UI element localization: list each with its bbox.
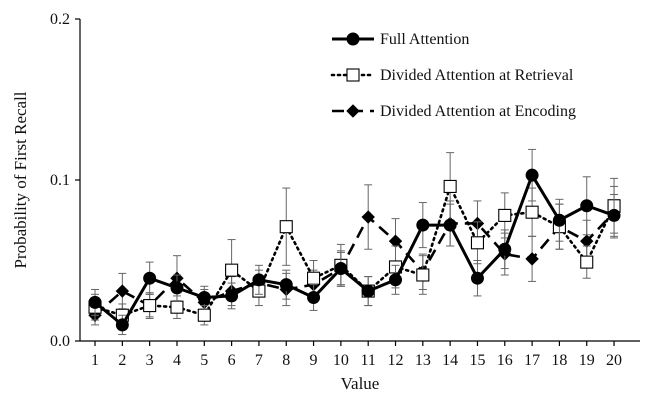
x-tick-label: 10 — [333, 352, 349, 369]
series-2 — [88, 184, 621, 326]
x-tick-label: 18 — [551, 352, 567, 369]
x-tick-label: 3 — [146, 352, 154, 369]
data-point — [580, 255, 594, 269]
x-tick-label: 1 — [91, 352, 99, 369]
legend-marker — [346, 32, 360, 46]
x-axis-title: Value — [341, 374, 380, 393]
data-point — [307, 271, 321, 285]
legend-marker — [346, 68, 360, 82]
legend-label: Full Attention — [380, 31, 469, 48]
x-tick-label: 9 — [310, 352, 318, 369]
data-point — [416, 268, 430, 282]
x-tick-label: 11 — [360, 352, 375, 369]
data-point — [170, 281, 184, 295]
series-layer — [88, 148, 621, 336]
data-point — [580, 199, 594, 213]
data-point — [88, 295, 102, 309]
data-point — [279, 220, 293, 234]
data-point — [279, 278, 293, 292]
legend-entry: Full Attention — [332, 31, 469, 48]
x-tick-label: 15 — [469, 352, 485, 369]
x-ticks: 1 2 3 4 5 6 7 8 9 10 11 12 13 14 15 16 17 18 19 20 — [91, 341, 622, 369]
data-point — [361, 210, 375, 224]
x-tick-label: 17 — [524, 352, 540, 369]
legend: Full Attention Divided Attention at Retri… — [330, 31, 576, 120]
data-point — [115, 284, 130, 298]
data-point — [552, 213, 566, 227]
data-point — [525, 205, 539, 219]
y-axis-title: Probability of First Recall — [11, 91, 30, 268]
x-tick-label: 12 — [388, 352, 404, 369]
legend-label: Divided Attention at Encoding — [380, 103, 576, 120]
data-point — [443, 179, 457, 193]
data-point — [361, 284, 375, 298]
x-tick-label: 19 — [579, 352, 595, 369]
data-point — [470, 236, 485, 250]
data-point — [307, 291, 321, 305]
data-point — [225, 289, 239, 303]
x-tick-label: 7 — [255, 352, 263, 369]
y-tick-label: 0.1 — [50, 172, 70, 189]
legend-entry: Divided Attention at Encoding — [332, 103, 576, 120]
data-point — [498, 242, 512, 256]
data-point — [416, 218, 430, 232]
y-tick-label: 0.0 — [50, 333, 70, 350]
data-point — [197, 291, 211, 305]
data-point — [607, 208, 621, 222]
legend-label: Divided Attention at Retrieval — [380, 67, 574, 84]
data-point — [143, 271, 157, 285]
data-point — [443, 218, 457, 232]
y-ticks: 0.0 0.1 0.2 — [50, 11, 80, 350]
data-point — [525, 168, 539, 182]
data-point — [197, 308, 211, 322]
data-point — [143, 299, 157, 313]
data-point — [225, 263, 239, 277]
x-tick-label: 13 — [415, 352, 431, 369]
data-point — [525, 252, 539, 266]
legend-marker — [346, 104, 360, 118]
x-tick-label: 20 — [606, 352, 622, 369]
series-line — [94, 211, 615, 317]
data-point — [470, 271, 484, 285]
x-tick-label: 14 — [442, 352, 458, 369]
x-tick-label: 8 — [282, 352, 290, 369]
data-point — [334, 262, 348, 276]
x-tick-label: 2 — [118, 352, 126, 369]
x-tick-label: 4 — [173, 352, 181, 369]
x-tick-label: 5 — [200, 352, 208, 369]
x-tick-label: 6 — [228, 352, 236, 369]
series-1 — [88, 152, 621, 328]
data-point — [115, 318, 129, 332]
data-point — [252, 273, 266, 287]
x-tick-label: 16 — [497, 352, 513, 369]
data-point — [498, 208, 512, 222]
data-point — [170, 300, 184, 314]
legend-entry: Divided Attention at Retrieval — [330, 67, 574, 84]
data-point — [389, 273, 403, 287]
y-tick-label: 0.2 — [50, 11, 70, 28]
series-0 — [88, 148, 621, 336]
